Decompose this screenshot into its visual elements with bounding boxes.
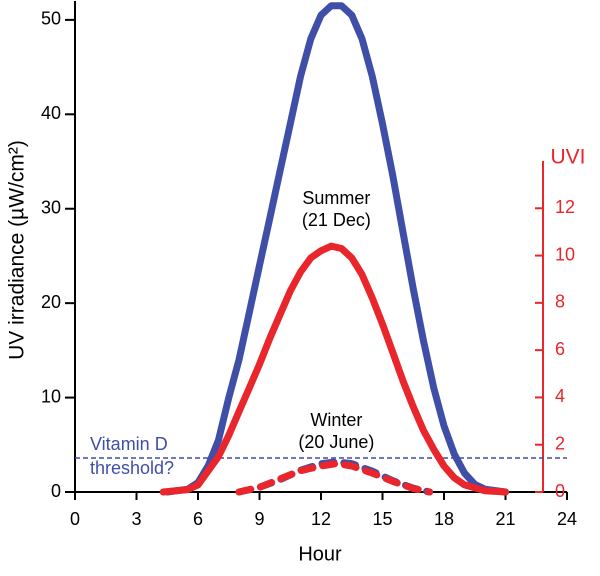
y-tick-label: 30 [41, 197, 61, 217]
y2-tick-label: 2 [555, 433, 565, 453]
series-line [163, 2, 509, 496]
y-tick-label: 50 [41, 9, 61, 29]
y-tick-label: 40 [41, 103, 61, 123]
x-tick-label: 21 [495, 509, 515, 529]
y-tick-label: 20 [41, 292, 61, 312]
annotation: Summer [302, 188, 370, 208]
y2-tick-label: 4 [555, 386, 565, 406]
x-tick-label: 15 [372, 509, 392, 529]
y2-axis-title: UVI [550, 146, 585, 169]
x-tick-label: 0 [70, 509, 80, 529]
threshold-label: threshold? [90, 458, 174, 478]
annotation: Winter [310, 410, 362, 430]
y-tick-label: 0 [51, 481, 61, 501]
y2-tick-label: 8 [555, 292, 565, 312]
y-axis-title: UV irradiance (µW/cm²) [6, 140, 29, 360]
annotation: (20 June) [298, 432, 374, 452]
x-tick-label: 6 [193, 509, 203, 529]
x-tick-label: 24 [557, 509, 577, 529]
y2-tick-label: 10 [555, 244, 575, 264]
x-tick-label: 9 [254, 509, 264, 529]
y-tick-label: 10 [41, 386, 61, 406]
series-line [235, 460, 434, 496]
threshold-label: Vitamin D [90, 434, 168, 454]
x-tick-label: 3 [131, 509, 141, 529]
annotation: (21 Dec) [302, 210, 371, 230]
series-line [159, 242, 509, 496]
y2-tick-label: 0 [555, 481, 565, 501]
y2-tick-label: 12 [555, 197, 575, 217]
x-tick-label: 18 [434, 509, 454, 529]
y2-tick-label: 6 [555, 339, 565, 359]
x-tick-label: 12 [311, 509, 331, 529]
x-axis-title: Hour [298, 543, 342, 565]
